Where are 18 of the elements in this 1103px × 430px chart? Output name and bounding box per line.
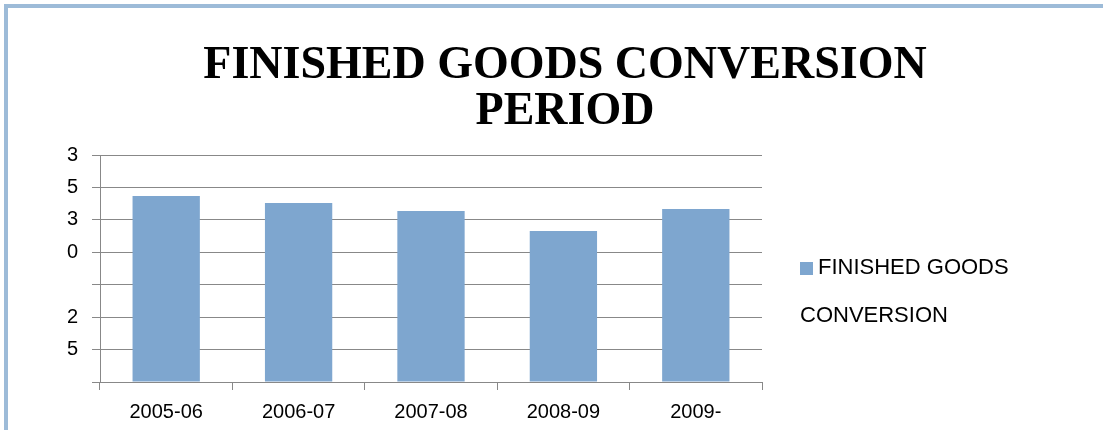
bar xyxy=(662,208,730,382)
legend-label: FINISHED GOODS CONVERSION xyxy=(800,253,1010,329)
text: 3 xyxy=(66,207,78,230)
x-tick-label: 2006-07 xyxy=(261,399,336,422)
x-tick-label: 2009- xyxy=(670,399,722,422)
bar xyxy=(529,230,598,382)
x-tick-label: 2007-08 xyxy=(394,399,468,422)
text: 2 xyxy=(66,304,78,327)
text: 3 xyxy=(66,142,78,165)
x-tick-label: 2008-09 xyxy=(526,399,601,422)
bar xyxy=(132,195,200,382)
text: 0 xyxy=(66,239,78,262)
bar xyxy=(397,211,465,382)
text: 5 xyxy=(66,337,78,360)
text: 5 xyxy=(66,174,78,197)
x-tick-label: 2005-06 xyxy=(129,399,203,422)
bar xyxy=(264,203,333,382)
chart-title: FINISHED GOODS CONVERSION PERIOD xyxy=(202,37,928,134)
